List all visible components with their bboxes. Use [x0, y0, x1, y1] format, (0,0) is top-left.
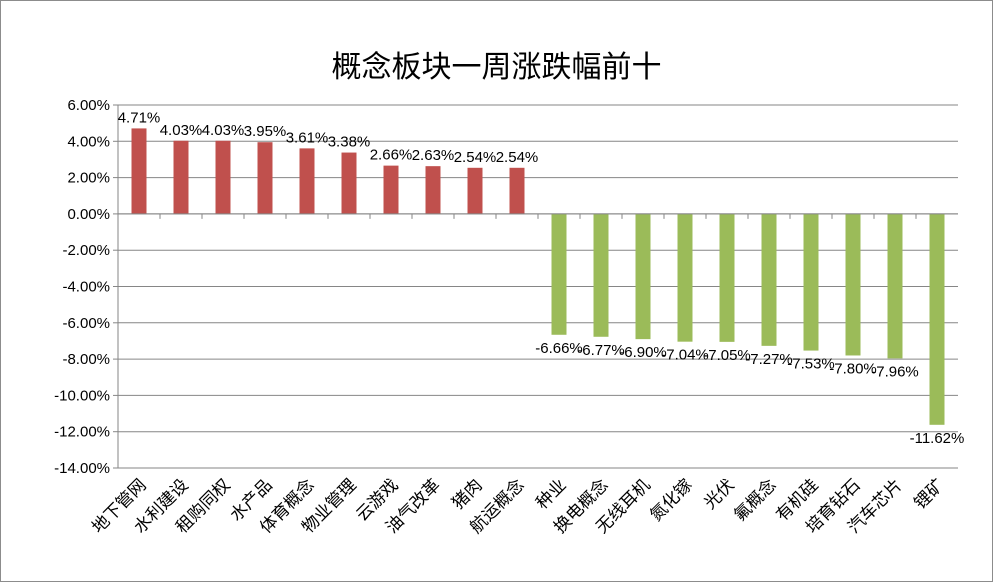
data-label: -6.66% — [535, 340, 583, 357]
category-label: 氟概念 — [730, 475, 781, 526]
y-tick-label: 2.00% — [67, 170, 110, 187]
data-label: -11.62% — [910, 430, 965, 447]
category-label: 氮化镓 — [646, 475, 696, 525]
bar — [593, 213, 609, 337]
data-label: 3.95% — [244, 123, 287, 140]
data-label: 4.03% — [160, 122, 203, 139]
bar — [383, 165, 399, 214]
data-label: -7.96% — [871, 363, 919, 380]
data-label: 2.66% — [370, 147, 413, 164]
data-label: 3.38% — [328, 134, 371, 151]
bar — [425, 166, 441, 214]
y-tick-label: 6.00% — [67, 97, 110, 114]
bar — [467, 167, 483, 214]
chart-title: 概念板块一周涨跌幅前十 — [331, 50, 662, 85]
y-tick-label: -4.00% — [62, 279, 110, 296]
y-tick-label: -8.00% — [62, 351, 110, 368]
data-label: 4.71% — [118, 109, 161, 126]
bar — [341, 152, 357, 214]
y-tick-label: -12.00% — [54, 424, 110, 441]
data-label: -7.05% — [703, 347, 751, 364]
bar — [845, 213, 861, 356]
bar — [719, 213, 735, 342]
bars — [131, 128, 945, 425]
bar — [509, 167, 525, 214]
labels: 6.00% 4.00% 2.00% 0.00% -2.00% -4.00% -6.00% -8… — [54, 97, 964, 538]
y-tick-label: -6.00% — [62, 315, 110, 332]
bar — [887, 213, 903, 359]
y-tick-label: 4.00% — [67, 133, 110, 150]
y-tick-label: -14.00% — [54, 460, 110, 477]
data-label: -7.80% — [829, 360, 877, 377]
data-label: 2.63% — [412, 147, 455, 164]
category-label: 锂矿 — [910, 475, 948, 513]
bar — [257, 142, 273, 214]
data-label: -7.04% — [661, 347, 709, 364]
y-tick-label: -10.00% — [54, 387, 110, 404]
bar — [551, 213, 567, 335]
data-label: -6.90% — [619, 344, 667, 361]
data-label: -6.77% — [577, 342, 625, 359]
y-tick-label: 0.00% — [67, 206, 110, 223]
data-label: 3.61% — [286, 129, 329, 146]
bar — [215, 140, 231, 214]
data-label: -7.27% — [745, 351, 793, 368]
data-label: 2.54% — [496, 149, 539, 166]
axes — [113, 104, 958, 469]
y-tick-label: -2.00% — [62, 242, 110, 259]
data-label: -7.53% — [787, 356, 835, 373]
data-label: 4.03% — [202, 122, 245, 139]
data-label: 2.54% — [454, 149, 497, 166]
bar — [929, 213, 945, 425]
bar — [131, 128, 147, 214]
bar — [761, 213, 777, 346]
bar — [173, 140, 189, 214]
bar — [299, 148, 315, 214]
bar — [635, 213, 651, 340]
bar — [677, 213, 693, 342]
bar — [803, 213, 819, 351]
